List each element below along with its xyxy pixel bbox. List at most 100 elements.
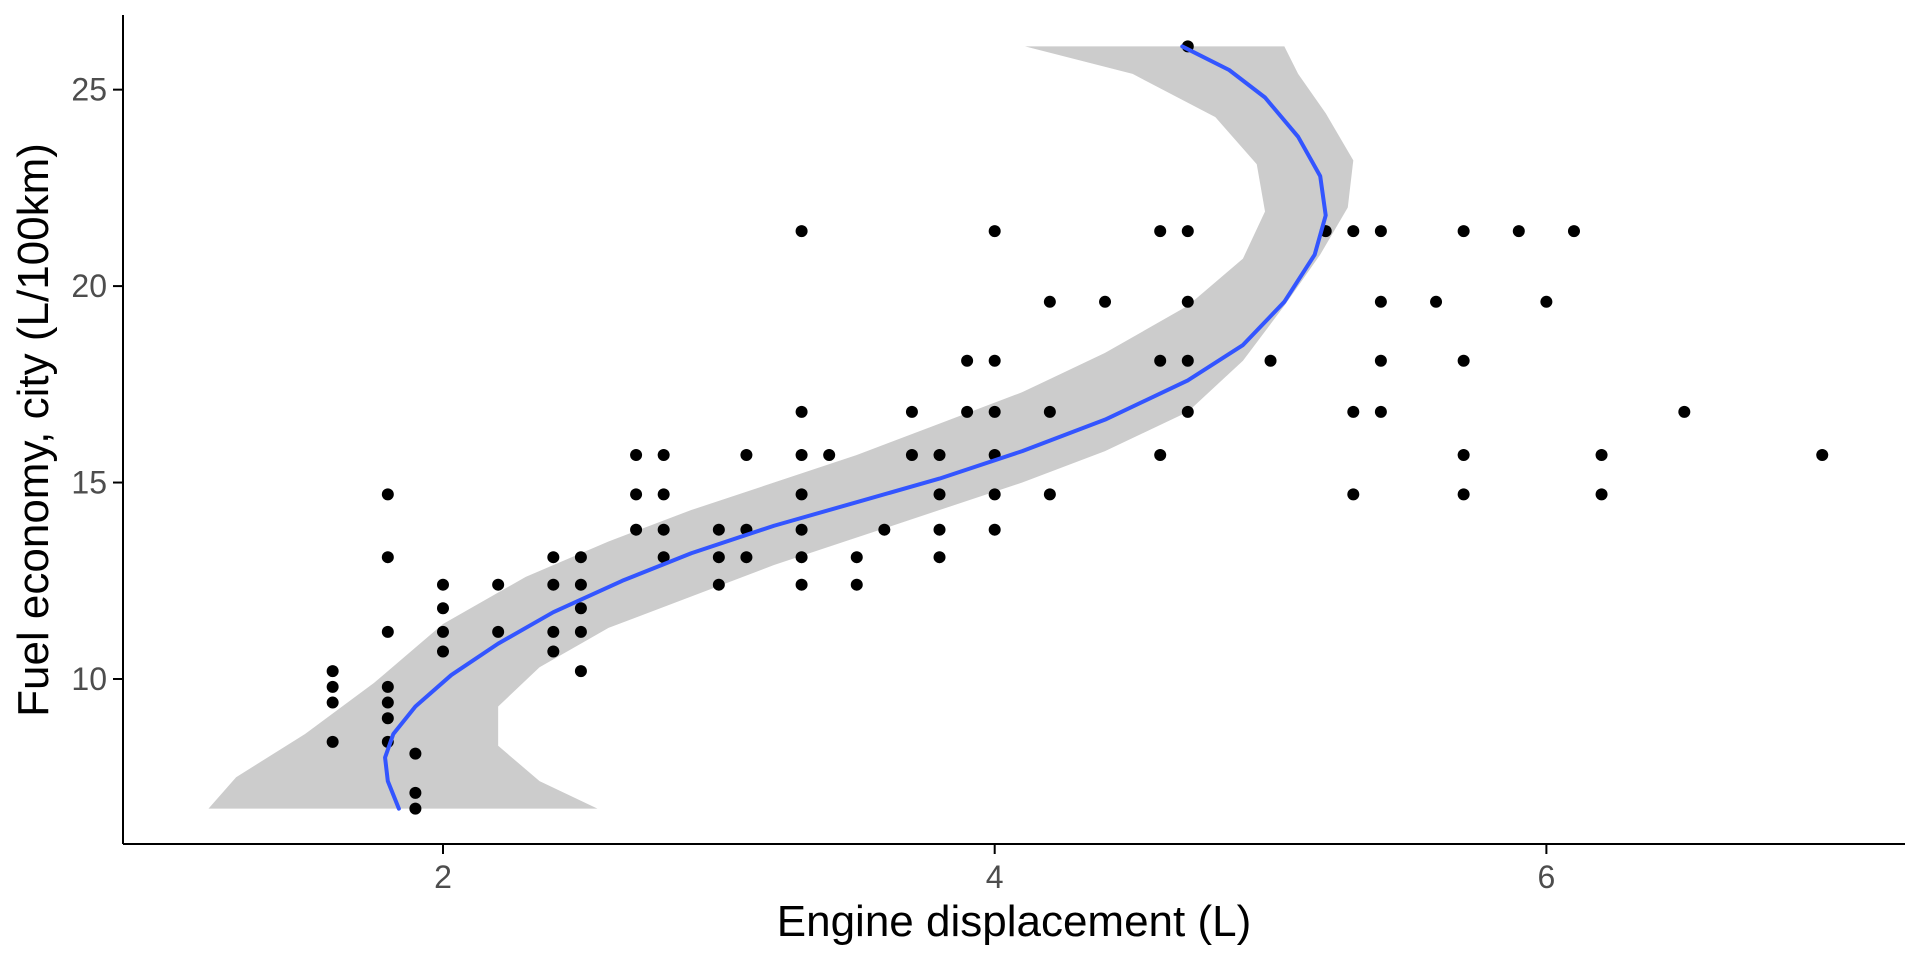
- data-point: [712, 578, 725, 591]
- data-point: [574, 625, 587, 638]
- data-point: [1347, 405, 1360, 418]
- data-point: [657, 449, 670, 462]
- data-point: [961, 354, 974, 367]
- data-point: [381, 712, 394, 725]
- data-point: [574, 665, 587, 678]
- data-point: [988, 488, 1001, 501]
- data-point: [795, 405, 808, 418]
- data-point: [547, 645, 560, 658]
- data-point: [795, 551, 808, 564]
- data-point: [1374, 354, 1387, 367]
- data-point: [1512, 225, 1525, 238]
- data-point: [1374, 225, 1387, 238]
- smooth-line: [383, 44, 1328, 811]
- data-point: [1457, 449, 1470, 462]
- data-point: [712, 523, 725, 536]
- data-point: [1181, 295, 1194, 308]
- data-point: [1347, 488, 1360, 501]
- data-point: [1540, 295, 1553, 308]
- data-point: [574, 551, 587, 564]
- data-point: [492, 625, 505, 638]
- data-point: [1595, 488, 1608, 501]
- data-point: [436, 645, 449, 658]
- data-point: [547, 625, 560, 638]
- data-point: [381, 551, 394, 564]
- data-point: [905, 405, 918, 418]
- confidence-band-layer: [208, 46, 1354, 809]
- data-point: [436, 602, 449, 615]
- data-point: [1154, 225, 1167, 238]
- data-point: [712, 551, 725, 564]
- data-point: [878, 523, 891, 536]
- data-point: [547, 578, 560, 591]
- data-point: [1374, 405, 1387, 418]
- data-point: [436, 578, 449, 591]
- data-point: [1043, 405, 1056, 418]
- data-point: [1374, 295, 1387, 308]
- data-point: [1154, 449, 1167, 462]
- data-point: [850, 578, 863, 591]
- data-point: [1264, 354, 1277, 367]
- data-point: [961, 405, 974, 418]
- data-point: [1347, 225, 1360, 238]
- data-point: [1457, 225, 1470, 238]
- y-tick-label: 10: [71, 661, 107, 697]
- data-point: [1099, 295, 1112, 308]
- data-point: [823, 449, 836, 462]
- data-point: [905, 449, 918, 462]
- data-point: [409, 786, 422, 799]
- data-point: [436, 625, 449, 638]
- data-point: [740, 449, 753, 462]
- y-tick-label: 20: [71, 268, 107, 304]
- ticks-layer: 2 4 6 10 15 20 25: [71, 72, 1555, 895]
- data-point: [988, 523, 1001, 536]
- data-point: [988, 225, 1001, 238]
- data-point: [326, 696, 339, 709]
- data-point: [574, 602, 587, 615]
- axes-layer: [122, 15, 1905, 845]
- data-point: [409, 802, 422, 815]
- y-axis-title: Fuel economy, city (L/100km): [9, 143, 58, 717]
- data-point: [1595, 449, 1608, 462]
- data-point: [988, 405, 1001, 418]
- y-tick-label: 15: [71, 465, 107, 501]
- data-point: [1457, 488, 1470, 501]
- data-point: [1567, 225, 1580, 238]
- data-point: [630, 523, 643, 536]
- data-point: [381, 488, 394, 501]
- data-point: [657, 488, 670, 501]
- data-point: [850, 551, 863, 564]
- data-point: [1043, 295, 1056, 308]
- data-point: [1430, 295, 1443, 308]
- data-point: [630, 488, 643, 501]
- data-point: [326, 680, 339, 693]
- x-tick-label: 2: [434, 859, 452, 895]
- data-point: [326, 665, 339, 678]
- data-point: [657, 551, 670, 564]
- confidence-band: [208, 46, 1354, 809]
- data-point: [933, 523, 946, 536]
- data-point: [795, 578, 808, 591]
- data-point: [795, 449, 808, 462]
- x-tick-label: 4: [986, 859, 1004, 895]
- data-point: [574, 578, 587, 591]
- data-point: [1181, 354, 1194, 367]
- data-point: [1154, 354, 1167, 367]
- data-point: [381, 680, 394, 693]
- data-point: [933, 488, 946, 501]
- data-point: [795, 488, 808, 501]
- data-point: [1181, 405, 1194, 418]
- data-point: [657, 523, 670, 536]
- data-point: [630, 449, 643, 462]
- y-tick-label: 25: [71, 72, 107, 108]
- data-point: [1816, 449, 1829, 462]
- data-point: [1181, 225, 1194, 238]
- data-point: [1043, 488, 1056, 501]
- data-point: [933, 551, 946, 564]
- data-point: [988, 354, 1001, 367]
- smooth-line-layer: [383, 44, 1328, 811]
- data-point: [492, 578, 505, 591]
- x-axis-title: Engine displacement (L): [777, 897, 1251, 946]
